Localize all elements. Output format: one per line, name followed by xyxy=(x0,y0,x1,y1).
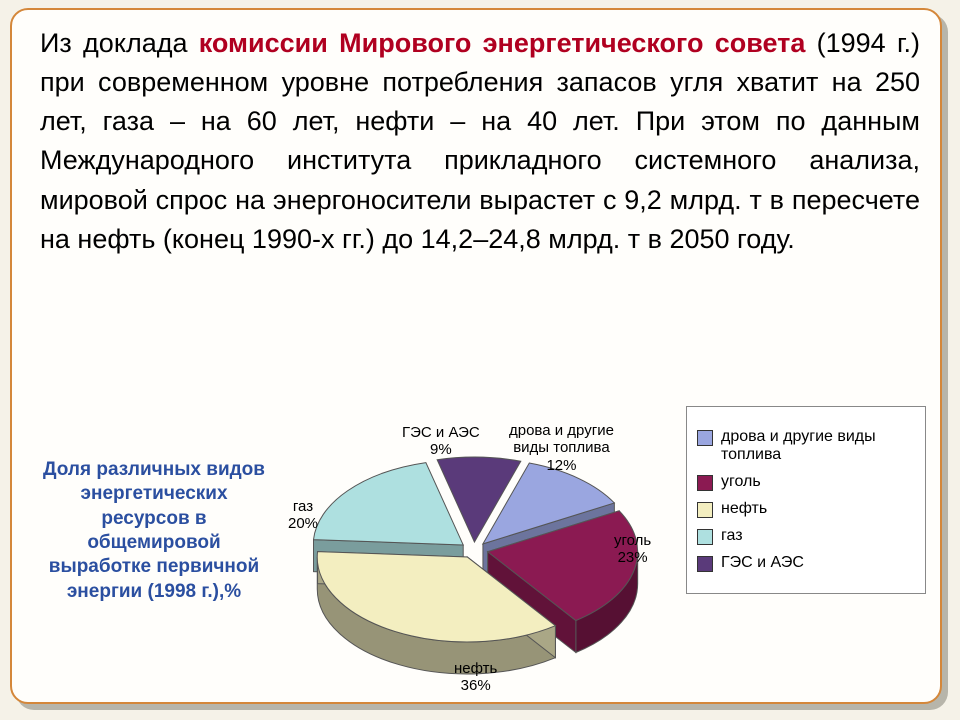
legend-item: нефть xyxy=(697,500,915,518)
legend-item: уголь xyxy=(697,473,915,491)
energy-pie-chart: дрова и другиевиды топлива12% уголь23% неф… xyxy=(284,420,664,700)
chart-legend: дрова и другие виды топлива уголь нефть газ… xyxy=(686,406,926,594)
para-pre: Из доклада xyxy=(40,28,199,58)
legend-swatch xyxy=(697,556,713,572)
pie-slice-label: газ20% xyxy=(288,498,318,533)
pie-slice-label: уголь23% xyxy=(614,532,651,567)
legend-label: уголь xyxy=(721,473,761,491)
legend-swatch xyxy=(697,502,713,518)
para-post: (1994 г.) при современном уровне потребл… xyxy=(40,28,920,254)
pie-slice-label: ГЭС и АЭС9% xyxy=(402,424,480,459)
legend-label: газ xyxy=(721,527,743,545)
legend-item: газ xyxy=(697,527,915,545)
legend-swatch xyxy=(697,430,713,446)
legend-swatch xyxy=(697,475,713,491)
report-paragraph: Из доклада комиссии Мирового энергетичес… xyxy=(40,24,920,259)
legend-item: дрова и другие виды топлива xyxy=(697,428,915,464)
legend-label: ГЭС и АЭС xyxy=(721,554,804,572)
legend-label: дрова и другие виды топлива xyxy=(721,428,915,464)
legend-swatch xyxy=(697,529,713,545)
chart-caption: Доля различных видов энергетических ресу… xyxy=(34,458,274,604)
pie-slice-label: нефть36% xyxy=(454,660,497,695)
legend-item: ГЭС и АЭС xyxy=(697,554,915,572)
legend-label: нефть xyxy=(721,500,767,518)
pie-slice-label: дрова и другиевиды топлива12% xyxy=(509,422,614,474)
slide-frame: Из доклада комиссии Мирового энергетичес… xyxy=(10,8,942,704)
para-highlight: комиссии Мирового энергетического совета xyxy=(199,28,806,58)
